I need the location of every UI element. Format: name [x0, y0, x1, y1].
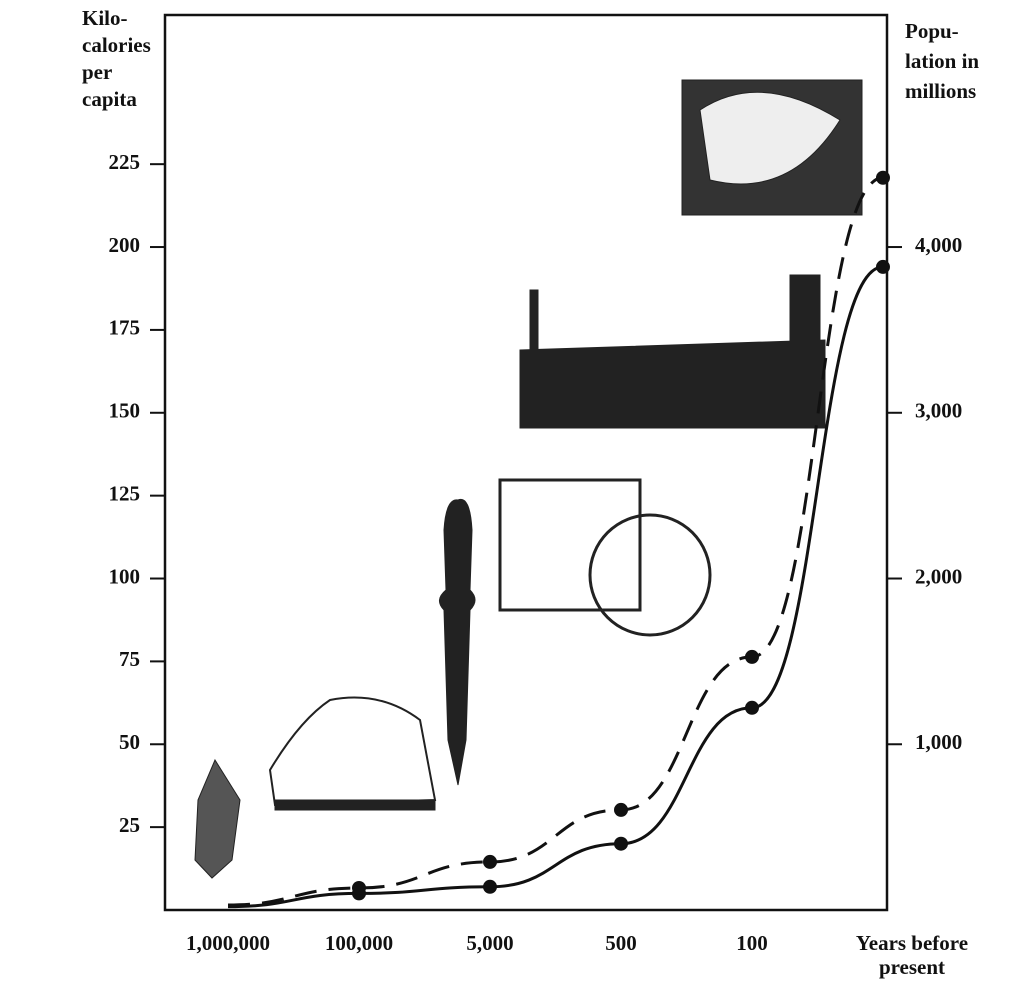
y-tick-label: 75 [119, 647, 140, 671]
y2-tick-label: 4,000 [915, 233, 962, 257]
data-point [876, 259, 890, 274]
x-axis-label: present [879, 955, 945, 979]
y-axis-label: calories [82, 33, 151, 57]
data-point [483, 854, 497, 869]
y-tick-label: 50 [119, 730, 140, 754]
y-tick-label: 125 [109, 481, 141, 505]
y-tick-label: 175 [109, 316, 141, 340]
y-axis-label: capita [82, 87, 137, 111]
series-line [227, 176, 884, 907]
data-point [876, 170, 890, 185]
illustrations [194, 79, 863, 879]
y2-tick-label: 2,000 [915, 564, 962, 588]
x-axis-label: Years before [856, 931, 968, 955]
x-tick-label: 1,000,000 [186, 931, 270, 955]
data-point [745, 700, 759, 715]
data-point [614, 802, 628, 817]
plot-frame [163, 13, 889, 912]
x-tick-label: 100 [736, 931, 768, 955]
y2-axis-label: Popu- [905, 19, 959, 43]
y2-tick-label: 1,000 [915, 730, 962, 754]
y2-axis-label: lation in [905, 49, 979, 73]
y-tick-label: 150 [109, 399, 141, 423]
y-tick-label: 100 [109, 564, 141, 588]
y-axis-label: per [82, 60, 112, 84]
data-point [352, 880, 366, 895]
y-tick-label: 200 [109, 233, 141, 257]
y2-tick-label: 3,000 [915, 399, 962, 423]
y2-axis-label: millions [905, 79, 976, 103]
x-tick-label: 100,000 [325, 931, 393, 955]
y-tick-label: 225 [109, 150, 141, 174]
x-tick-label: 5,000 [466, 931, 513, 955]
x-tick-label: 500 [605, 931, 637, 955]
data-point [614, 836, 628, 851]
y-tick-label: 25 [119, 813, 140, 837]
y-axis-label: Kilo- [82, 6, 128, 30]
data-point [483, 879, 497, 894]
data-point [745, 649, 759, 664]
